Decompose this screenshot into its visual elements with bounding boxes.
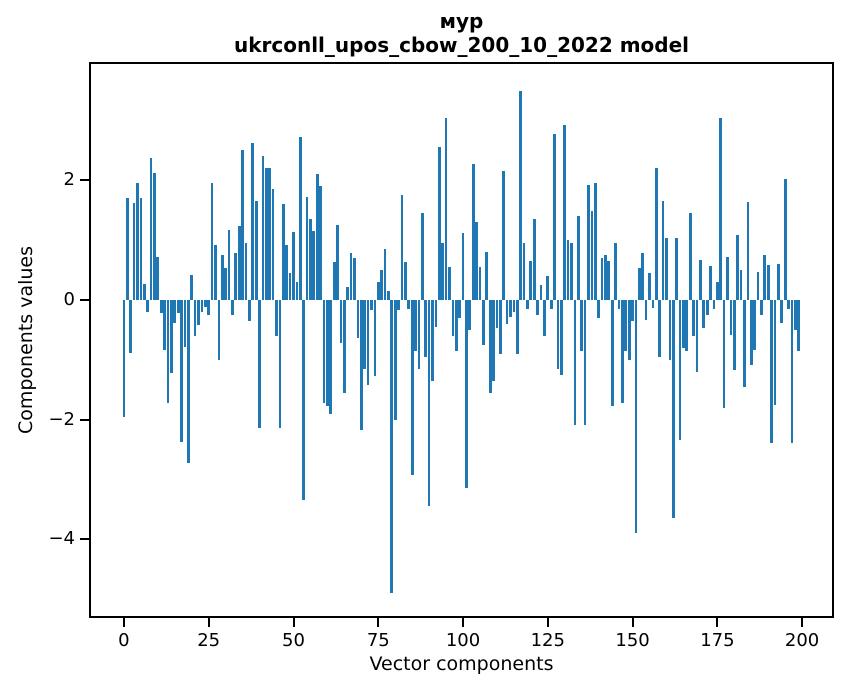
y-tick-label: 2	[63, 169, 75, 191]
x-tick-label: 175	[700, 630, 735, 651]
y-axis-label: Components values	[15, 245, 37, 435]
x-tick-label: 25	[197, 630, 221, 651]
chart-subtitle: ukrconll_upos_cbow_200_10_2022 model	[233, 33, 690, 57]
x-tick-mark	[716, 618, 719, 627]
x-tick-label: 100	[445, 630, 481, 651]
x-tick-label: 0	[118, 630, 130, 651]
y-tick-label: −4	[48, 528, 75, 550]
x-tick-label: 50	[282, 630, 305, 651]
x-tick-mark	[546, 618, 549, 627]
chart-title: мур	[439, 9, 484, 33]
y-tick-mark	[80, 418, 89, 421]
x-tick-mark	[631, 618, 634, 627]
x-tick-mark	[207, 618, 210, 627]
y-tick-mark	[80, 298, 89, 301]
x-tick-mark	[801, 618, 804, 627]
x-axis-label: Vector components	[369, 653, 554, 675]
x-tick-mark	[292, 618, 295, 627]
x-tick-label: 75	[366, 630, 390, 651]
y-tick-mark	[80, 179, 89, 182]
x-tick-mark	[377, 618, 380, 627]
y-tick-mark	[80, 538, 89, 541]
x-tick-label: 150	[615, 630, 650, 651]
x-tick-mark	[462, 618, 464, 627]
x-tick-label: 200	[784, 630, 820, 651]
x-tick-label: 125	[530, 630, 565, 651]
plot-area	[89, 62, 834, 618]
x-tick-mark	[122, 618, 125, 627]
